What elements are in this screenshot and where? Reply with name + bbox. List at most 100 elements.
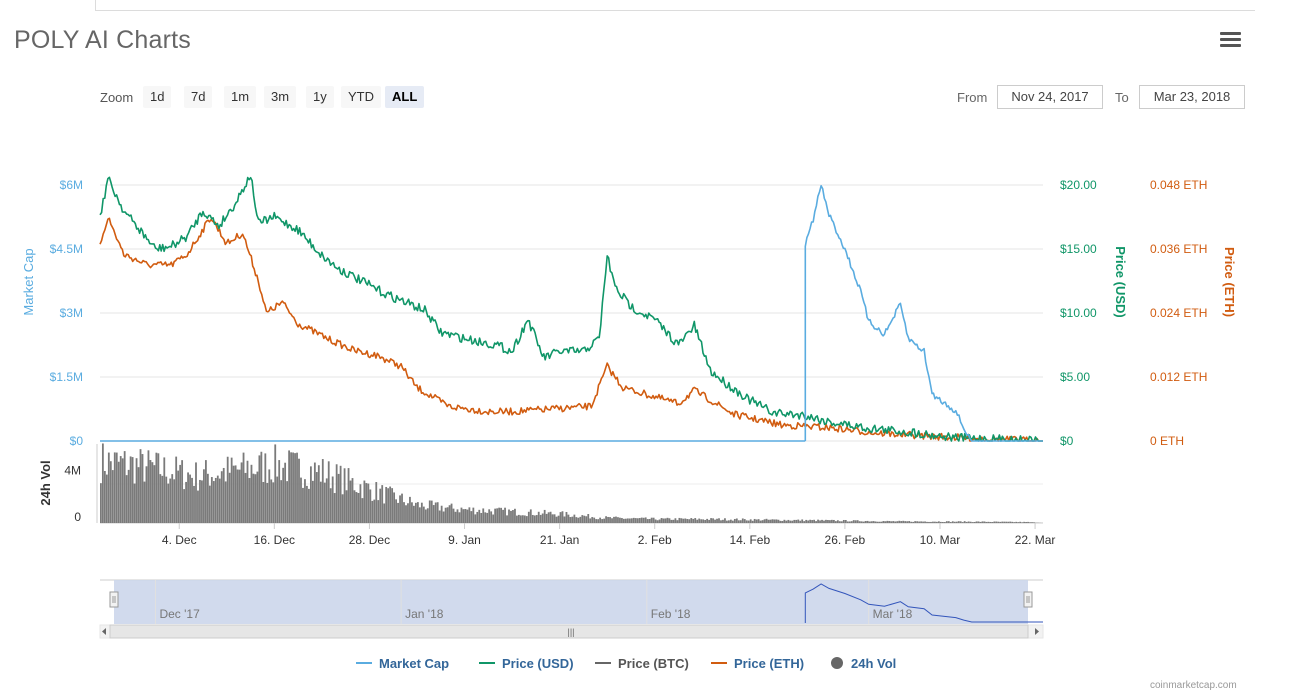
volume-bar — [533, 515, 536, 523]
volume-bar — [949, 522, 952, 523]
volume-bar — [339, 465, 342, 523]
zoom-1m-button[interactable]: 1m — [224, 86, 257, 108]
x-tick-label: 21. Jan — [540, 533, 579, 547]
volume-bar — [698, 518, 701, 523]
volume-bar — [323, 482, 326, 523]
volume-bar — [678, 517, 681, 523]
volume-bar — [341, 494, 344, 523]
volume-bar — [624, 518, 627, 523]
market-cap-tick: $1.5M — [50, 370, 83, 384]
volume-bar — [922, 521, 924, 523]
volume-bar — [787, 519, 790, 523]
zoom-7d-button[interactable]: 7d — [184, 86, 213, 108]
volume-bar — [203, 469, 205, 523]
volume-bar — [739, 520, 742, 523]
volume-bar — [611, 518, 613, 523]
volume-bar — [563, 516, 566, 523]
volume-bar — [585, 516, 588, 523]
x-tick-label: 28. Dec — [349, 533, 390, 547]
volume-bar — [1003, 521, 1006, 523]
volume-bar — [581, 515, 584, 523]
zoom-1y-button[interactable]: 1y — [306, 86, 334, 108]
volume-bar — [781, 520, 784, 523]
volume-bar — [159, 474, 162, 523]
volume-bar — [206, 473, 209, 523]
scroll-right-arrow-icon[interactable] — [1035, 628, 1039, 635]
scrollbar-thumb[interactable] — [109, 624, 1029, 639]
volume-bar — [985, 521, 988, 523]
volume-bar — [862, 521, 865, 523]
volume-bar — [854, 520, 857, 523]
volume-bar — [545, 513, 548, 523]
volume-bar — [928, 521, 930, 523]
volume-bar — [819, 520, 821, 523]
legend-item-price-eth[interactable]: Price (ETH) — [711, 656, 804, 671]
volume-bar — [355, 492, 358, 523]
volume-bar — [559, 512, 562, 523]
volume-bar — [224, 481, 227, 523]
scroll-left-arrow-icon[interactable] — [102, 628, 106, 635]
volume-bar — [302, 487, 304, 523]
volume-bar — [442, 511, 445, 523]
volume-axis-title: 24h Vol — [38, 460, 53, 505]
volume-bar — [932, 521, 934, 523]
volume-bar — [971, 522, 974, 523]
volume-bar — [157, 453, 160, 523]
volume-bar — [664, 518, 667, 523]
volume-bar — [452, 508, 455, 523]
volume-bar — [731, 520, 734, 523]
volume-bar — [296, 452, 298, 523]
volume-bar — [309, 466, 312, 523]
volume-bar — [357, 492, 360, 523]
to-date-input[interactable]: Mar 23, 2018 — [1139, 85, 1245, 109]
volume-bar — [955, 521, 958, 523]
legend-item-market-cap[interactable]: Market Cap — [356, 656, 449, 671]
volume-bar — [111, 470, 114, 523]
volume-bar — [807, 520, 810, 523]
volume-bar — [488, 509, 491, 523]
volume-bar — [1005, 521, 1008, 523]
volume-bar — [924, 521, 926, 523]
volume-bar — [803, 521, 806, 523]
market-cap-tick: $4.5M — [50, 242, 83, 256]
legend-item-price-btc[interactable]: Price (BTC) — [595, 656, 689, 671]
volume-bar — [321, 459, 324, 523]
volume-bar — [726, 520, 728, 523]
navigator-left-handle[interactable] — [109, 591, 119, 608]
from-date-input[interactable]: Nov 24, 2017 — [997, 85, 1103, 109]
volume-bar — [852, 520, 855, 523]
volume-bar — [587, 514, 590, 523]
volume-bar — [179, 464, 182, 523]
volume-bar — [676, 520, 679, 523]
legend-item-24h-vol[interactable]: 24h Vol — [831, 656, 896, 671]
volume-bar — [510, 510, 512, 523]
legend-item-price-usd[interactable]: Price (USD) — [479, 656, 574, 671]
zoom-1d-button[interactable]: 1d — [143, 86, 172, 108]
volume-bar — [947, 521, 950, 523]
volume-bar — [414, 502, 417, 523]
volume-bar — [722, 519, 724, 523]
volume-bar — [872, 521, 875, 523]
volume-bar — [183, 489, 186, 523]
credit-text: coinmarketcap.com — [1150, 680, 1237, 691]
volume-bar — [177, 470, 180, 523]
zoom-3m-button[interactable]: 3m — [264, 86, 297, 108]
navigator-right-handle[interactable] — [1023, 591, 1033, 608]
navigator-selection[interactable] — [114, 580, 1028, 624]
x-tick-label: 4. Dec — [162, 533, 197, 547]
volume-bar — [367, 483, 370, 523]
volume-bar — [573, 514, 576, 523]
zoom-ytd-button[interactable]: YTD — [341, 86, 381, 108]
hamburger-menu-icon[interactable] — [1220, 32, 1241, 48]
zoom-all-button[interactable]: ALL — [385, 86, 425, 108]
volume-bar — [842, 519, 845, 523]
navigator[interactable]: Dec '17 Jan '18 Feb '18 Mar '18 ||| — [99, 579, 1044, 639]
volume-bar — [785, 520, 788, 523]
volume-bar — [256, 471, 259, 523]
volume-bar — [900, 521, 903, 523]
volume-bar — [317, 465, 320, 523]
volume-bar — [308, 488, 310, 523]
volume-bar — [502, 509, 504, 523]
volume-bar — [926, 521, 928, 523]
